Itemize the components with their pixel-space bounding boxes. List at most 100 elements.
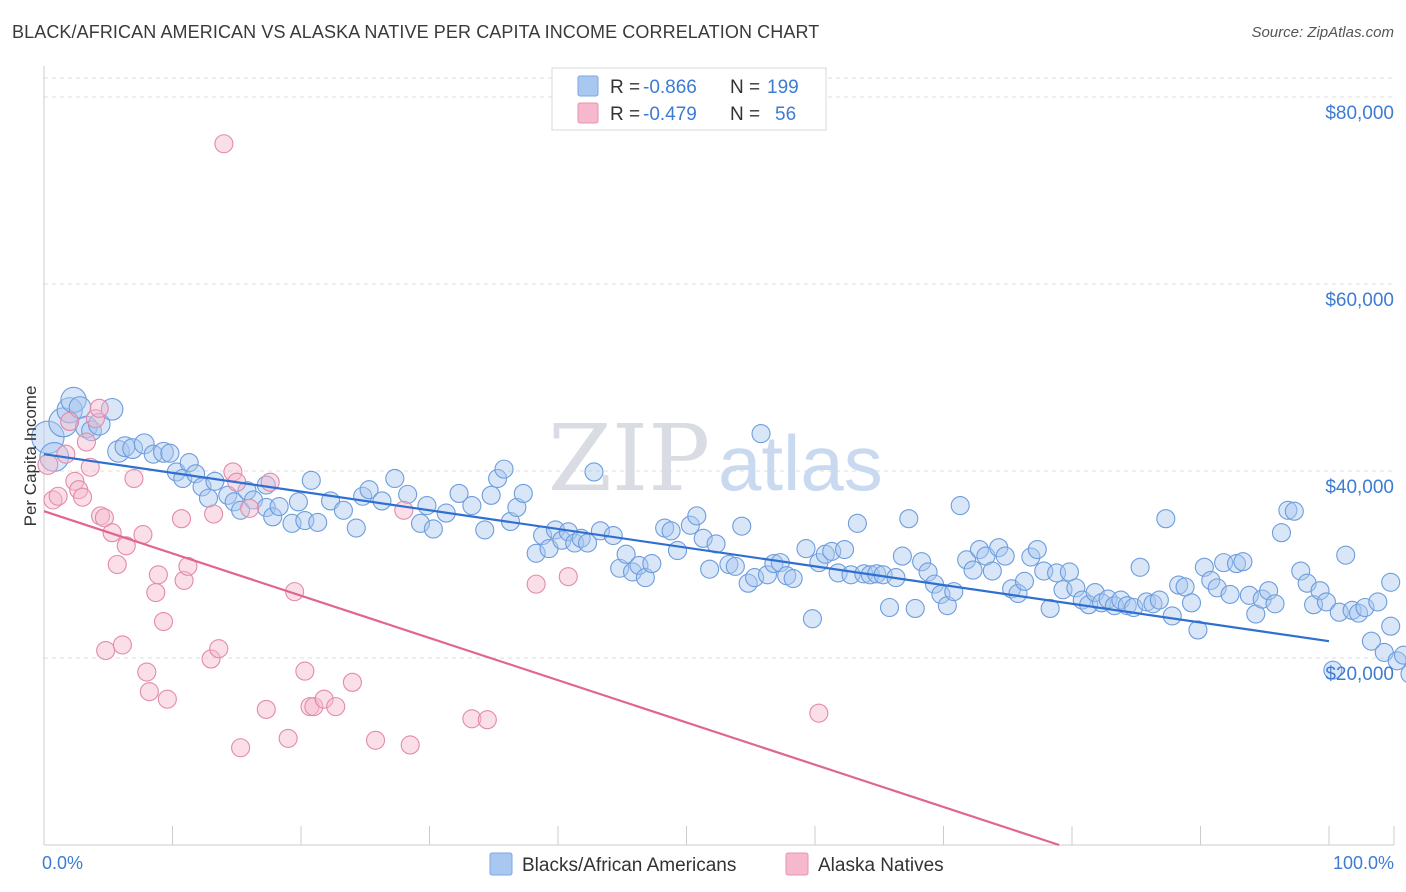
point-blacks-african-americans [719, 554, 739, 575]
point-alaska-natives [171, 509, 192, 529]
point-blacks-african-americans [122, 438, 144, 460]
point-blacks-african-americans [410, 513, 431, 533]
point-blacks-african-americans [1066, 578, 1086, 598]
point-blacks-african-americans [1169, 575, 1189, 595]
point-blacks-african-americans [1381, 616, 1401, 636]
point-alaska-natives [107, 554, 127, 575]
point-blacks-african-americans [513, 483, 533, 503]
point-alaska-natives [809, 703, 829, 723]
point-alaska-natives [76, 432, 96, 452]
point-blacks-african-americans [1233, 552, 1253, 572]
point-alaska-natives [278, 728, 298, 748]
watermark-atlas: atlas [718, 419, 883, 507]
point-blacks-african-americans [31, 420, 65, 455]
point-alaska-natives [73, 487, 93, 507]
trend-line-blacks-african-americans [43, 453, 1330, 643]
point-alaska-natives [37, 454, 59, 475]
legend-r-value-1: -0.866 [643, 77, 697, 98]
point-blacks-african-americans [205, 471, 225, 491]
point-blacks-african-americans [667, 540, 688, 561]
point-alaska-natives [240, 498, 260, 518]
point-blacks-african-americans [288, 492, 308, 512]
point-blacks-african-americans [198, 488, 219, 508]
point-blacks-african-americans [385, 468, 405, 489]
point-blacks-african-americans [1175, 577, 1195, 597]
point-blacks-african-americans [308, 512, 328, 532]
point-blacks-african-americans [475, 520, 495, 540]
point-blacks-african-americans [905, 598, 925, 618]
point-alaska-natives [112, 635, 132, 655]
point-blacks-african-americans [1284, 501, 1304, 521]
point-blacks-african-americans [635, 568, 655, 588]
point-blacks-african-americans [263, 507, 283, 527]
legend-box: R = -0.866 N = 199 R = -0.479 N = 56 [551, 67, 827, 131]
point-blacks-african-americans [610, 558, 630, 578]
point-blacks-african-americans [1310, 581, 1330, 601]
point-blacks-african-americans [1265, 594, 1285, 614]
point-alaska-natives [526, 574, 546, 594]
point-alaska-natives [139, 682, 159, 702]
point-blacks-african-americans [963, 560, 983, 580]
point-alaska-natives [85, 409, 105, 429]
point-blacks-african-americans [1162, 606, 1182, 626]
point-blacks-african-americans [346, 518, 366, 538]
point-blacks-african-americans [1143, 594, 1163, 614]
point-alaska-natives [137, 662, 157, 682]
point-blacks-african-americans [937, 596, 957, 616]
point-blacks-african-americans [892, 546, 912, 566]
point-blacks-african-americans [1381, 572, 1401, 592]
point-alaska-natives [477, 710, 497, 730]
point-blacks-african-americans [398, 484, 418, 504]
point-blacks-african-americans [1291, 561, 1311, 581]
point-blacks-african-americans [153, 441, 174, 463]
point-blacks-african-americans [1355, 597, 1375, 618]
point-blacks-african-americans [1156, 509, 1176, 529]
point-alaska-natives [146, 582, 166, 603]
point-alaska-natives [400, 735, 420, 755]
point-alaska-natives [314, 689, 334, 709]
point-blacks-african-americans [1130, 557, 1150, 577]
trend-lines [43, 453, 1330, 847]
point-alaska-natives [96, 640, 116, 661]
point-blacks-african-americans [462, 496, 482, 516]
point-alaska-natives [394, 500, 414, 520]
y-tick-label: $60,000 [1325, 290, 1394, 311]
point-alaska-natives [89, 398, 109, 418]
point-blacks-african-americans [1336, 545, 1356, 565]
point-blacks-african-americans [1014, 571, 1035, 591]
watermark-zip: ZIP [548, 405, 710, 512]
y-axis-label: Per Capita Income [21, 386, 40, 527]
bottom-legend-label-blue: Blacks/African Americans [522, 855, 736, 876]
y-tick-labels: $20,000 $40,000 $60,000 $80,000 [1325, 103, 1394, 685]
point-blacks-african-americans [301, 470, 321, 490]
point-blacks-african-americans [1400, 665, 1406, 683]
point-blacks-african-americans [1027, 539, 1047, 560]
chart-title: BLACK/AFRICAN AMERICAN VS ALASKA NATIVE … [12, 22, 820, 42]
point-blacks-african-americans [700, 559, 720, 579]
x-tick-label-max: 100.0% [1333, 853, 1394, 873]
legend-n-label-1: N = [730, 77, 760, 98]
point-alaska-natives [558, 567, 578, 587]
point-alaska-natives [256, 699, 276, 719]
point-blacks-african-americans [847, 513, 867, 533]
point-alaska-natives [56, 444, 76, 464]
point-blacks-african-americans [481, 485, 501, 505]
point-blacks-african-americans [725, 556, 745, 576]
point-blacks-african-americans [995, 546, 1015, 566]
point-alaska-natives [204, 504, 224, 524]
point-alaska-natives [342, 672, 362, 692]
point-blacks-african-americans [1361, 631, 1381, 651]
point-blacks-african-americans [680, 515, 700, 535]
point-alaska-natives [124, 468, 144, 489]
point-blacks-african-americans [1008, 583, 1028, 604]
point-blacks-african-americans [1239, 585, 1259, 605]
point-blacks-african-americans [179, 453, 199, 473]
point-blacks-african-americans [81, 420, 102, 442]
point-blacks-african-americans [1201, 570, 1221, 590]
point-blacks-african-americans [1220, 584, 1240, 604]
point-blacks-african-americans [449, 483, 469, 503]
point-blacks-african-americans [918, 562, 938, 582]
point-alaska-natives [148, 565, 168, 585]
point-blacks-african-americans [687, 506, 707, 526]
